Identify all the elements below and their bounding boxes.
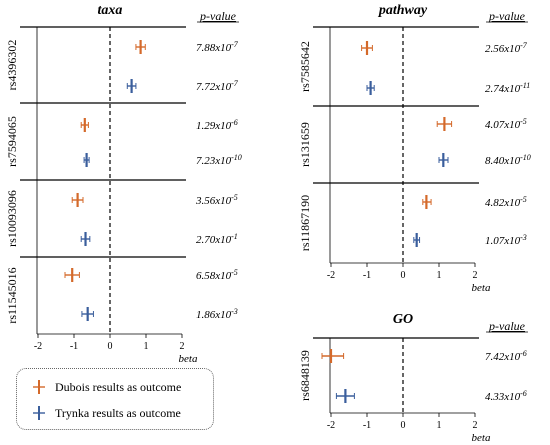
legend-label-dubois: Dubois results as outcome xyxy=(55,379,182,394)
panel-title: GO xyxy=(393,312,413,327)
x-axis-label: beta xyxy=(472,282,491,294)
estimate-trynka xyxy=(80,232,91,246)
snp-label: rs7594065 xyxy=(5,116,19,167)
panel-title: pathway xyxy=(378,3,428,18)
x-tick-label: 1 xyxy=(437,270,442,281)
pvalue-label: 2.74x10-11 xyxy=(485,81,530,96)
panel-go: GO p-value rs6848139 7.42x10-6 4.33x10-6 -2 -1… xyxy=(298,312,528,444)
snp-label: rs6848139 xyxy=(298,350,312,401)
pvalue-label: 7.72x10-7 xyxy=(196,79,239,94)
panel-taxa: taxa p-value rs4396302 7.88x10-7 7.72x10-7 rs… xyxy=(5,3,242,365)
x-axis-label: beta xyxy=(472,432,491,444)
x-tick-label: 1 xyxy=(437,420,442,431)
snp-label: rs11545016 xyxy=(5,267,19,323)
estimate-dubois xyxy=(71,193,84,207)
pvalue-header: p-value xyxy=(199,9,237,23)
estimate-dubois xyxy=(321,349,345,363)
panel-title: taxa xyxy=(98,3,123,18)
pvalue-label: 6.58x10-5 xyxy=(196,268,238,283)
x-tick-label: 1 xyxy=(144,341,149,352)
pvalue-label: 1.29x10-6 xyxy=(196,118,238,133)
x-tick-label: -2 xyxy=(327,420,335,431)
estimate-trynka xyxy=(81,307,94,321)
pvalue-header: p-value xyxy=(488,319,526,333)
x-tick-label: -1 xyxy=(363,420,371,431)
pvalue-label: 4.07x10-5 xyxy=(485,117,527,132)
estimate-dubois xyxy=(135,40,146,54)
legend-item-trynka: Trynka results as outcome xyxy=(31,404,181,422)
snp-label: rs4396302 xyxy=(5,40,19,91)
estimate-dubois xyxy=(80,118,89,132)
x-tick-label: -2 xyxy=(327,270,335,281)
snp-label: rs10093096 xyxy=(5,190,19,247)
estimate-trynka xyxy=(413,233,421,247)
estimate-trynka xyxy=(126,79,137,93)
estimate-dubois xyxy=(422,195,432,209)
snp-label: rs11867190 xyxy=(298,195,312,251)
estimate-trynka xyxy=(366,81,375,95)
estimate-trynka xyxy=(335,389,355,403)
legend: Dubois results as outcome Trynka results… xyxy=(16,368,214,430)
x-axis-label: beta xyxy=(179,353,198,365)
x-tick-label: 0 xyxy=(401,270,406,281)
x-tick-label: 0 xyxy=(108,341,113,352)
legend-item-dubois: Dubois results as outcome xyxy=(31,378,181,396)
estimate-dubois xyxy=(361,41,373,55)
pvalue-label: 7.23x10-10 xyxy=(196,153,242,168)
x-tick-label: -1 xyxy=(363,270,371,281)
pvalue-label: 8.40x10-10 xyxy=(485,153,531,168)
x-tick-label: 2 xyxy=(473,420,478,431)
pvalue-label: 2.70x10-1 xyxy=(196,232,238,247)
x-tick-label: 0 xyxy=(401,420,406,431)
legend-marker-trynka xyxy=(33,406,45,420)
pvalue-label: 1.86x10-3 xyxy=(196,307,238,322)
estimate-trynka xyxy=(83,153,90,167)
pvalue-label: 7.42x10-6 xyxy=(485,349,527,364)
legend-label-trynka: Trynka results as outcome xyxy=(55,405,181,420)
estimate-trynka xyxy=(438,153,449,167)
panel-pathway: pathway p-value rs7585642 2.56x10-7 2.74x10-… xyxy=(298,3,531,294)
snp-label: rs131659 xyxy=(298,122,312,167)
pvalue-label: 7.88x10-7 xyxy=(196,40,239,55)
x-tick-label: 2 xyxy=(180,341,185,352)
pvalue-label: 4.82x10-5 xyxy=(485,195,527,210)
x-tick-label: -2 xyxy=(34,341,42,352)
pvalue-header: p-value xyxy=(488,9,526,23)
pvalue-label: 4.33x10-6 xyxy=(485,389,527,404)
pvalue-label: 2.56x10-7 xyxy=(485,41,528,56)
estimate-dubois xyxy=(436,117,453,131)
legend-marker-dubois xyxy=(33,380,45,394)
estimate-dubois xyxy=(64,268,80,282)
x-tick-label: 2 xyxy=(473,270,478,281)
pvalue-label: 1.07x10-3 xyxy=(485,233,527,248)
x-tick-label: -1 xyxy=(70,341,78,352)
snp-label: rs7585642 xyxy=(298,41,312,92)
pvalue-label: 3.56x10-5 xyxy=(195,193,238,208)
